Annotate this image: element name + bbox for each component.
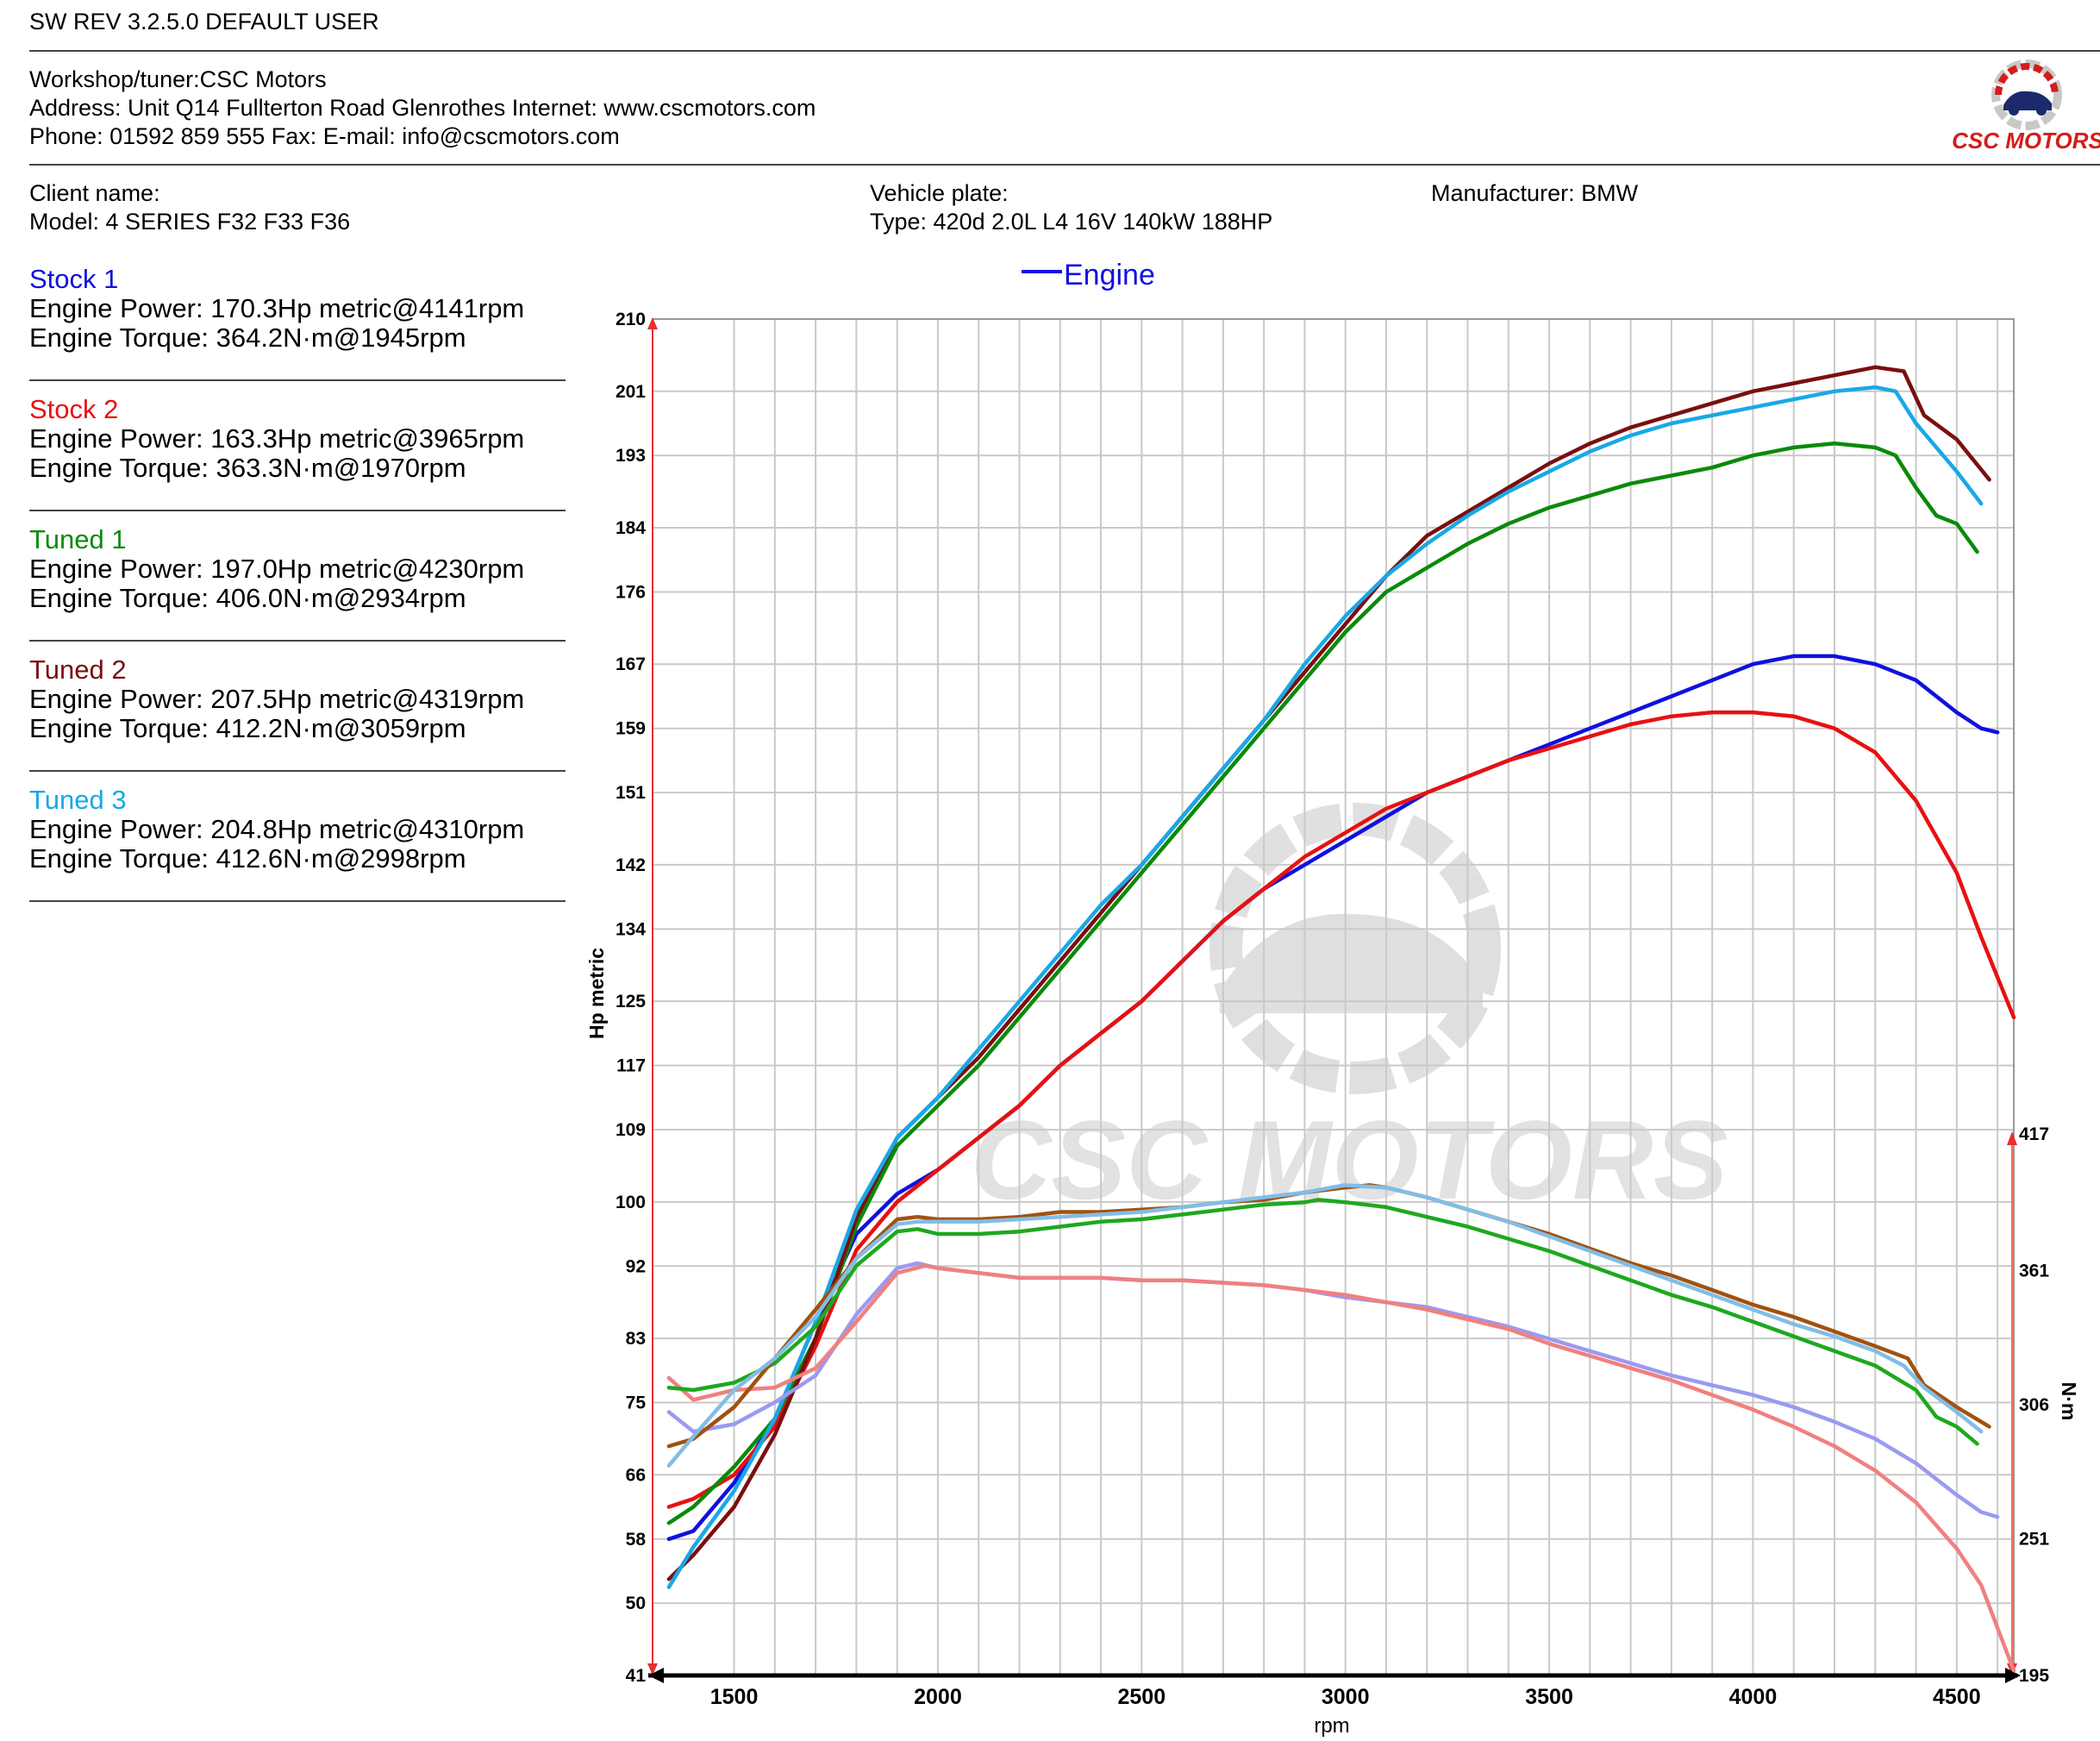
y-tick-label: 134: [616, 919, 646, 939]
run-divider: [29, 900, 566, 902]
y-tick-label: 159: [616, 719, 646, 739]
run-power-stock-1: Engine Power: 170.3Hp metric@4141rpm: [29, 293, 525, 323]
y-tick-label: 201: [616, 382, 646, 402]
run-torque-tuned-1: Engine Torque: 406.0N·m@2934rpm: [29, 583, 466, 613]
y2-axis-arrow-icon: [2007, 1131, 2017, 1145]
y-axis-arrow-icon: [647, 317, 658, 329]
series-stock-2-torque: [666, 1263, 2016, 1673]
run-divider: [29, 770, 566, 772]
y-tick-label: 75: [626, 1393, 647, 1413]
y2-tick-label: 417: [2019, 1124, 2049, 1144]
legend-label: Engine: [1064, 259, 1155, 291]
run-torque-tuned-2: Engine Torque: 412.2N·m@3059rpm: [29, 713, 466, 743]
x-tick-label: 4000: [1729, 1685, 1778, 1709]
logo-text: CSC MOTORS: [1952, 128, 2100, 153]
y-tick-label: 117: [616, 1056, 646, 1076]
series-stock-1-torque: [666, 1261, 2000, 1519]
y-tick-label: 66: [626, 1465, 646, 1485]
logo-icon: CSC MOTORS: [1952, 59, 2100, 153]
workshop-line: Workshop/tuner:CSC Motors: [29, 66, 327, 92]
y2-tick-label: 361: [2019, 1261, 2049, 1281]
series-stock-2-power: [666, 710, 2016, 1509]
y-tick-label: 125: [616, 992, 646, 1011]
x-tick-label: 2000: [914, 1685, 962, 1709]
y-axis-label: Hp metric: [585, 948, 608, 1039]
x-tick-label: 3500: [1525, 1685, 1573, 1709]
vehicle-type: Type: 420d 2.0L L4 16V 140kW 188HP: [870, 209, 1273, 235]
y-tick-label: 50: [626, 1594, 646, 1613]
run-power-tuned-3: Engine Power: 204.8Hp metric@4310rpm: [29, 814, 525, 844]
chart-labels: Engine rpm Hp metric N·m: [585, 259, 2080, 1738]
run-torque-tuned-3: Engine Torque: 412.6N·m@2998rpm: [29, 843, 466, 874]
x-tick-label: 2500: [1117, 1685, 1166, 1709]
y-tick-label: 109: [616, 1120, 646, 1140]
y-axis-arrow-icon: [647, 1663, 658, 1675]
run-title-tuned-1: Tuned 1: [29, 524, 127, 554]
x-axis-arrow-icon: [2005, 1668, 2021, 1683]
vehicle-plate: Vehicle plate:: [870, 180, 1009, 206]
run-torque-stock-2: Engine Torque: 363.3N·m@1970rpm: [29, 453, 466, 483]
chart-grid: [652, 318, 2015, 1676]
series-tuned-1-power: [666, 442, 1979, 1525]
run-divider: [29, 379, 566, 381]
y2-tick-label: 306: [2019, 1395, 2049, 1415]
x-tick-label: 4500: [1933, 1685, 1981, 1709]
software-revision: SW REV 3.2.5.0 DEFAULT USER: [29, 9, 379, 34]
y-tick-label: 92: [626, 1256, 646, 1276]
address-line: Address: Unit Q14 Fullterton Road Glenro…: [29, 95, 816, 121]
y2-tick-label: 251: [2019, 1530, 2049, 1550]
series-tuned-3-power: [666, 385, 1984, 1589]
y-tick-label: 184: [616, 518, 646, 538]
run-divider: [29, 510, 566, 511]
y-tick-label: 100: [616, 1193, 646, 1212]
y-tick-label: 151: [616, 783, 646, 803]
watermark-logo: CSC MOTORS: [971, 803, 1728, 1223]
run-power-stock-2: Engine Power: 163.3Hp metric@3965rpm: [29, 423, 525, 454]
y2-tick-label: 195: [2019, 1666, 2049, 1686]
client-name: Client name:: [29, 180, 160, 206]
header-divider-top: [29, 50, 2100, 52]
y-tick-label: 142: [616, 855, 646, 875]
x-axis-arrow-icon: [648, 1668, 664, 1683]
y2-axis-label: N·m: [2058, 1382, 2080, 1421]
y-tick-label: 210: [616, 310, 646, 329]
y-tick-label: 176: [616, 582, 646, 602]
run-divider: [29, 640, 566, 642]
csc-motors-logo: CSC MOTORS: [1945, 57, 2100, 160]
run-torque-stock-1: Engine Torque: 364.2N·m@1945rpm: [29, 323, 466, 353]
run-power-tuned-2: Engine Power: 207.5Hp metric@4319rpm: [29, 684, 525, 714]
series-tuned-3-torque: [666, 1183, 1984, 1468]
x-tick-label: 3000: [1322, 1685, 1370, 1709]
y-tick-label: 83: [626, 1329, 646, 1349]
y-tick-label: 193: [616, 446, 646, 466]
run-title-tuned-3: Tuned 3: [29, 785, 127, 815]
x-axis-label: rpm: [1314, 1714, 1349, 1738]
series-tuned-2-torque: [666, 1183, 1991, 1449]
run-title-tuned-2: Tuned 2: [29, 654, 127, 685]
y-tick-label: 41: [626, 1666, 647, 1686]
vehicle-model: Model: 4 SERIES F32 F33 F36: [29, 209, 351, 235]
y-tick-label: 58: [626, 1530, 647, 1550]
x-tick-label: 1500: [710, 1685, 759, 1709]
vehicle-manufacturer: Manufacturer: BMW: [1431, 180, 1639, 206]
run-title-stock-2: Stock 2: [29, 394, 119, 424]
header-divider-bottom: [29, 164, 2100, 166]
y-tick-label: 167: [616, 654, 646, 674]
run-power-tuned-1: Engine Power: 197.0Hp metric@4230rpm: [29, 554, 525, 584]
phone-line: Phone: 01592 859 555 Fax: E-mail: info@c…: [29, 123, 620, 149]
series-stock-1-power: [666, 654, 2000, 1542]
run-title-stock-1: Stock 1: [29, 264, 119, 294]
series-tuned-1-torque: [666, 1198, 1979, 1446]
chart-series: [666, 365, 2016, 1673]
chart-axes: 41 50 58 66 75 83 92 100 109 117 125 134 142 151 159 16…: [616, 310, 2049, 1709]
